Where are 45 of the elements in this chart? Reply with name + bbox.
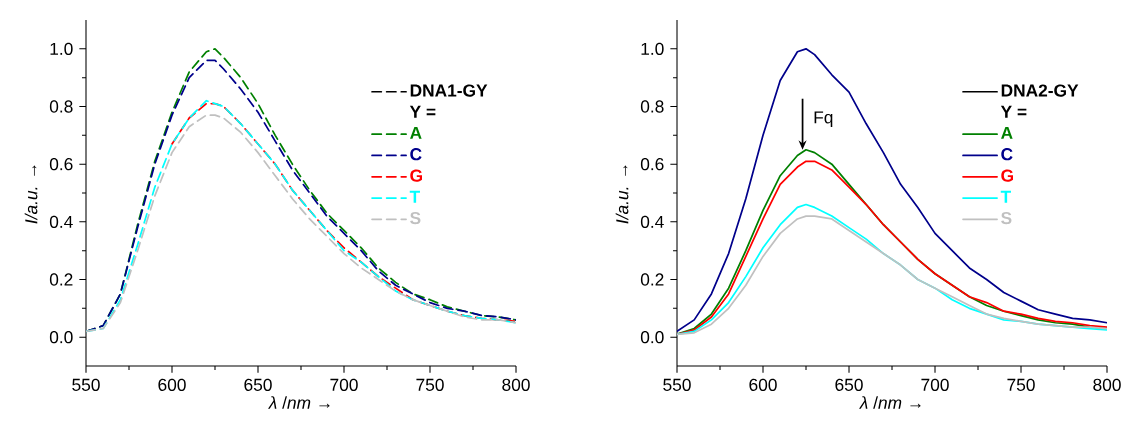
legend-label: G [410,169,422,182]
y-tick-label: 1.0 [641,42,664,55]
x-tick-label: 700 [921,378,949,391]
x-axis-title: λ /nm → [859,396,921,409]
legend-label: S [1001,211,1012,225]
y-tick-label: 0.0 [49,331,73,344]
x-axis-title: λ /nm → [268,396,330,409]
y-tick-label: 0.2 [640,273,664,286]
y-tick-label: 1.0 [50,42,73,55]
y-axis-title: I/a.u. → [24,165,38,224]
x-tick-label: 550 [663,378,691,391]
legend-label: T [409,190,420,203]
annotation: Y = [409,105,436,118]
x-tick-label: 750 [416,378,444,391]
y-tick-label: 0.4 [640,215,664,228]
annotation: Fq [814,111,833,127]
x-tick-label: 550 [72,378,100,391]
y-tick-label: 0.8 [640,100,664,113]
y-tick-label: 0.4 [49,215,73,228]
x-tick-label: 600 [749,378,777,391]
y-axis-title: I/a.u. → [615,165,629,224]
y-tick-label: 0.6 [640,158,664,171]
line-series [677,47,1108,333]
y-tick-label: 0.0 [640,331,664,344]
legend-title: DNA2-GY [1001,84,1079,97]
legend-title: DNA1-GY [410,84,488,97]
legend-label: T [1000,190,1011,203]
line-series [171,102,517,323]
y-tick-label: 0.8 [49,100,73,113]
legend-label: S [410,211,421,225]
x-tick-label: 650 [835,378,863,391]
legend-label: A [1001,126,1013,139]
x-tick-label: 750 [1007,378,1035,391]
y-tick-label: 0.2 [49,273,73,286]
legend-label: A [410,126,422,139]
annotation: Y = [1000,105,1027,118]
x-tick-label: 600 [158,378,186,391]
legend-label: G [1001,169,1014,182]
x-tick-label: 700 [330,378,358,391]
x-tick-label: 800 [502,378,530,391]
legend-label: C [1001,148,1013,161]
y-tick-label: 0.6 [49,158,73,171]
x-tick-label: 800 [1093,378,1121,391]
x-tick-label: 650 [244,378,272,391]
legend-label: C [410,148,422,161]
